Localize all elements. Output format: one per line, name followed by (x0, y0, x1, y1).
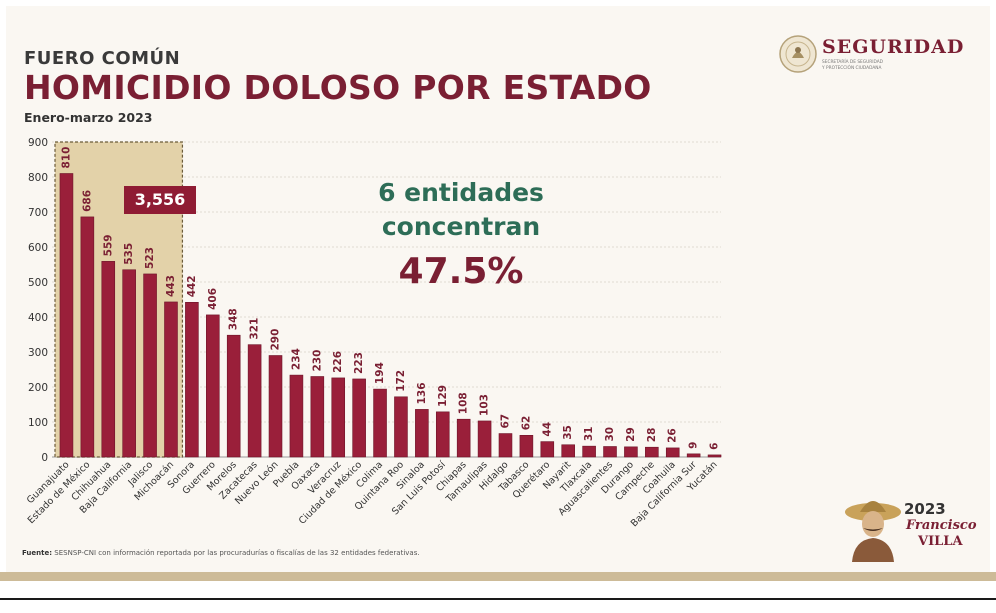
data-label: 443 (165, 275, 177, 297)
villa-year: 2023 (904, 500, 946, 518)
data-label: 6 (709, 443, 721, 450)
total-badge: 3,556 (124, 186, 196, 214)
bar (477, 420, 492, 458)
bar (352, 378, 366, 458)
bar (331, 377, 346, 458)
data-label: 535 (123, 243, 135, 265)
y-tick-label: 300 (28, 347, 48, 359)
chart-subtitle: FUERO COMÚN (24, 48, 181, 69)
bar (373, 388, 387, 458)
y-tick-label: 200 (28, 382, 48, 394)
bar (686, 453, 701, 458)
callout-line-2: concentran (381, 212, 541, 241)
source-label: Fuente: (22, 549, 53, 557)
data-label: 28 (646, 428, 658, 443)
y-tick-label: 400 (28, 312, 48, 324)
seguridad-logo: SEGURIDAD SECRETARÍA DE SEGURIDAD Y PROT… (778, 34, 978, 80)
data-label: 348 (228, 308, 240, 330)
bar (665, 447, 680, 458)
y-tick-label: 900 (28, 137, 48, 149)
data-label: 226 (332, 351, 344, 373)
seal-icon (779, 35, 817, 73)
slide: FUERO COMÚN HOMICIDIO DOLOSO POR ESTADO … (6, 6, 990, 572)
bar (394, 396, 408, 458)
bar (624, 446, 638, 458)
villa-portrait-icon (845, 501, 901, 562)
data-label: 9 (688, 442, 700, 449)
bar (310, 376, 325, 458)
data-label: 406 (207, 288, 219, 310)
data-label: 67 (499, 414, 511, 429)
data-label: 29 (625, 427, 637, 442)
bar (122, 269, 136, 458)
bar (435, 411, 450, 458)
bar (101, 261, 116, 458)
bar (603, 446, 617, 458)
data-label: 129 (437, 385, 449, 407)
data-label: 103 (479, 394, 491, 416)
y-tick-label: 0 (41, 452, 48, 464)
bar (540, 441, 555, 458)
data-label: 223 (353, 352, 365, 374)
source-text: SESNSP-CNI con información reportada por… (54, 549, 420, 557)
data-label: 194 (374, 362, 386, 384)
bar (561, 444, 575, 458)
data-label: 35 (562, 425, 574, 440)
bar (206, 314, 220, 458)
source-note: Fuente: SESNSP-CNI con información repor… (22, 549, 420, 557)
villa-name-1: Francisco (906, 518, 977, 533)
bar (582, 445, 596, 458)
villa-name-2: VILLA (918, 534, 963, 549)
francisco-villa-logo: 2023 Francisco VILLA (844, 488, 984, 568)
y-tick-label: 500 (28, 277, 48, 289)
data-label: 686 (81, 190, 93, 212)
period-label: Enero-marzo 2023 (24, 110, 153, 125)
data-label: 234 (290, 348, 302, 370)
data-label: 230 (311, 350, 323, 372)
footer-band (0, 572, 996, 581)
bar (59, 173, 74, 458)
data-label: 108 (458, 392, 470, 414)
data-label: 62 (520, 416, 532, 431)
y-tick-label: 600 (28, 242, 48, 254)
data-label: 136 (416, 382, 428, 404)
bar (164, 301, 178, 458)
bar (498, 433, 513, 458)
data-label: 321 (249, 318, 261, 340)
data-label: 523 (144, 247, 156, 269)
data-label: 290 (270, 329, 282, 351)
bar (143, 273, 157, 458)
data-label: 810 (60, 147, 72, 169)
callout-percent: 47.5% (398, 251, 524, 292)
data-label: 172 (395, 370, 407, 392)
bar (707, 454, 722, 458)
bar (268, 355, 283, 458)
data-label: 559 (102, 234, 114, 256)
data-label: 30 (604, 427, 616, 442)
brand-line-1: SECRETARÍA DE SEGURIDAD (822, 60, 883, 65)
y-tick-label: 800 (28, 172, 48, 184)
data-label: 442 (186, 275, 198, 297)
callout-line-1: 6 entidades (378, 178, 544, 207)
data-label: 31 (583, 427, 595, 442)
bar (519, 434, 534, 458)
bar (226, 334, 241, 458)
chart-title: HOMICIDIO DOLOSO POR ESTADO (24, 68, 652, 107)
brand-name: SEGURIDAD (822, 36, 965, 58)
footer-line (0, 598, 996, 600)
bar (456, 418, 471, 458)
bar (80, 216, 95, 458)
bar (415, 409, 429, 458)
concentration-callout: 6 entidades concentran 47.5% (346, 176, 576, 296)
data-label: 44 (541, 422, 553, 437)
brand-line-2: Y PROTECCIÓN CIUDADANA (822, 66, 882, 71)
y-tick-label: 100 (28, 417, 48, 429)
y-tick-label: 700 (28, 207, 48, 219)
data-label: 26 (667, 428, 679, 443)
bar (289, 374, 304, 458)
bar (247, 344, 262, 458)
bar (645, 446, 659, 458)
bar (185, 301, 199, 458)
